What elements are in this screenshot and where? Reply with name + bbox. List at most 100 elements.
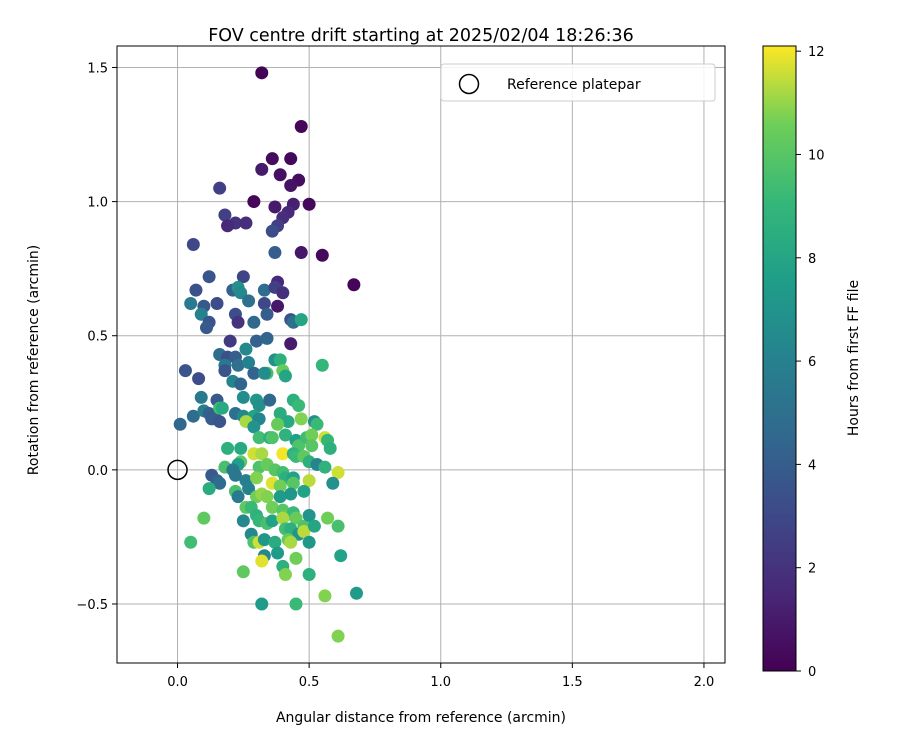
scatter-point (284, 337, 298, 351)
scatter-point (294, 313, 308, 327)
scatter-point (257, 283, 271, 297)
scatter-point (263, 393, 277, 407)
scatter-point (210, 297, 224, 311)
scatter-point (228, 468, 242, 482)
scatter-point (192, 372, 206, 386)
scatter-point (242, 356, 256, 370)
scatter-point (215, 401, 229, 415)
colorbar-ticks: 0 2 4 6 8 10 12 (796, 45, 825, 680)
scatter-point (213, 181, 227, 195)
scatter-point (234, 441, 248, 455)
scatter-point (231, 490, 245, 504)
scatter-point (218, 208, 232, 222)
scatter-point (173, 417, 187, 431)
scatter-point (321, 511, 335, 525)
scatter-point (247, 366, 261, 380)
scatter-point (276, 511, 290, 525)
colorbar-tick-label: 4 (808, 458, 816, 473)
scatter-point (265, 431, 279, 445)
colorbar-label: Hours from first FF file (846, 280, 862, 436)
scatter-point (213, 476, 227, 490)
scatter-point (347, 278, 361, 292)
y-tick-label: 0.0 (87, 464, 108, 479)
scatter-point (255, 597, 269, 611)
scatter-point (257, 366, 271, 380)
scatter-point (199, 321, 213, 335)
scatter-point (334, 549, 348, 563)
scatter-point (242, 294, 256, 308)
scatter-point (255, 66, 269, 80)
legend-box (440, 63, 716, 102)
scatter-point (294, 412, 308, 426)
scatter-point (273, 353, 287, 367)
x-tick-label: 0.0 (167, 675, 188, 690)
scatter-point (265, 224, 279, 238)
scatter-point (310, 417, 324, 431)
scatter-point (284, 535, 298, 549)
colorbar: 0 2 4 6 8 10 12 Hours from first FF file (762, 45, 862, 680)
x-axis-ticks: 0.0 0.5 1.0 1.5 2.0 (167, 663, 714, 690)
scatter-point (221, 219, 235, 233)
scatter-point (236, 565, 250, 579)
grid-lines (117, 46, 725, 663)
scatter-point (236, 270, 250, 284)
scatter-point (331, 519, 345, 533)
scatter-point (249, 471, 263, 485)
scatter-point (189, 283, 203, 297)
scatter-point (294, 119, 308, 133)
scatter-point (247, 420, 261, 434)
scatter-point (278, 369, 292, 383)
scatter-point (271, 299, 285, 313)
scatter-point (292, 398, 306, 412)
scatter-point (302, 567, 316, 581)
scatter-point (260, 331, 274, 345)
scatter-point (247, 195, 261, 209)
legend: Reference platepar (440, 63, 716, 102)
y-tick-label: 1.0 (87, 196, 108, 211)
scatter-point (202, 270, 216, 284)
x-axis-label: Angular distance from reference (arcmin) (276, 710, 566, 726)
y-tick-label: 0.5 (87, 330, 108, 345)
scatter-point (194, 390, 208, 404)
scatter-point (276, 447, 290, 461)
scatter-point (249, 334, 263, 348)
chart-title: FOV centre drift starting at 2025/02/04 … (208, 26, 634, 46)
scatter-point (218, 364, 232, 378)
scatter-point (273, 490, 287, 504)
scatter-point (294, 246, 308, 260)
scatter-point (302, 474, 316, 488)
scatter-point (273, 407, 287, 421)
colorbar-gradient (762, 45, 797, 672)
y-tick-label: 1.5 (87, 61, 108, 76)
scatter-point (271, 546, 285, 560)
scatter-point (255, 447, 269, 461)
x-tick-label: 0.5 (299, 675, 320, 690)
scatter-point (284, 178, 298, 192)
x-tick-label: 1.0 (430, 675, 451, 690)
y-tick-label: −0.5 (76, 598, 108, 613)
scatter-point (284, 487, 298, 501)
scatter-point (252, 398, 266, 412)
colorbar-tick-label: 2 (808, 562, 816, 577)
data-points (173, 66, 364, 643)
scatter-point (278, 567, 292, 581)
scatter-point (326, 476, 340, 490)
scatter-point (268, 200, 282, 214)
scatter-point (273, 479, 287, 493)
scatter-point (307, 519, 321, 533)
scatter-point (331, 629, 345, 643)
scatter-point (257, 297, 271, 311)
scatter-point (302, 197, 316, 211)
reference-marker (167, 459, 188, 481)
scatter-point (255, 554, 269, 568)
scatter-point (239, 342, 253, 356)
scatter-point (242, 482, 256, 496)
scatter-point (265, 514, 279, 528)
scatter-point (278, 428, 292, 442)
scatter-point (234, 377, 248, 391)
scatter-point (289, 597, 303, 611)
scatter-point (302, 508, 316, 522)
scatter-point (236, 514, 250, 528)
scatter-point (223, 334, 237, 348)
